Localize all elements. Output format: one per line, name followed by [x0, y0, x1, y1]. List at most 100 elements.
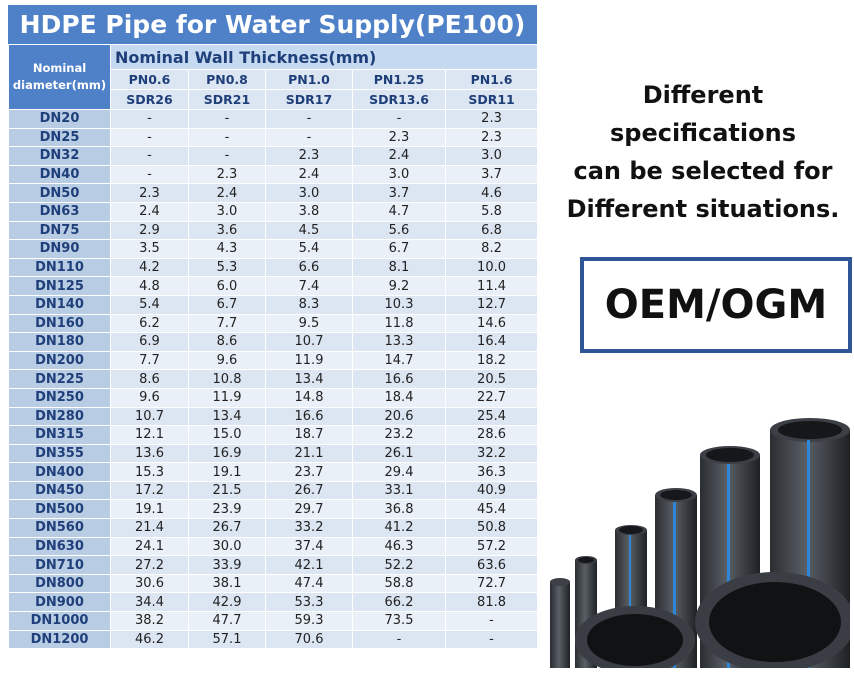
thickness-cell: 23.7: [265, 462, 353, 482]
table-row: DN280 10.7 13.4 16.6 20.6 25.4: [8, 406, 539, 427]
sdr-header: SDR26: [110, 89, 189, 110]
thickness-cell: 3.0: [352, 164, 446, 185]
pn-header: PN0.6: [110, 69, 189, 90]
thickness-cell: 23.9: [188, 499, 266, 520]
thickness-cell: 4.7: [352, 201, 446, 222]
table-title: HDPE Pipe for Water Supply(PE100): [8, 5, 537, 44]
thickness-cell: -: [110, 146, 189, 166]
diameter-cell: DN250: [8, 387, 111, 408]
thickness-cell: 47.7: [188, 611, 266, 631]
thickness-cell: 2.4: [110, 201, 189, 222]
thickness-cell: -: [444, 611, 539, 631]
table-row: DN90 3.5 4.3 5.4 6.7 8.2: [8, 239, 539, 259]
table-row: DN180 6.9 8.6 10.7 13.3 16.4: [8, 332, 539, 352]
diameter-cell: DN355: [8, 443, 111, 464]
thickness-cell: 6.2: [110, 313, 189, 334]
thickness-cell: 10.7: [265, 332, 353, 352]
diameter-cell: DN200: [8, 350, 111, 371]
thickness-cell: 66.2: [352, 592, 446, 613]
thickness-cell: 6.7: [352, 239, 446, 259]
diameter-cell: DN63: [8, 201, 111, 222]
thickness-cell: 29.7: [265, 499, 353, 520]
table-row: DN315 12.1 15.0 18.7 23.2 28.6: [8, 425, 539, 445]
thickness-cell: 14.6: [444, 313, 539, 334]
thickness-cell: -: [188, 146, 266, 166]
diameter-cell: DN125: [8, 276, 111, 296]
thickness-cell: 53.3: [265, 592, 353, 613]
diameter-cell: DN500: [8, 499, 111, 520]
thickness-cell: 46.3: [352, 536, 446, 557]
thickness-cell: 17.2: [110, 480, 189, 501]
diameter-cell: DN180: [8, 332, 111, 352]
table-row: DN160 6.2 7.7 9.5 11.8 14.6: [8, 313, 539, 334]
thickness-cell: -: [352, 629, 446, 650]
thickness-cell: 12.7: [444, 294, 539, 315]
thickness-cell: 10.7: [110, 406, 189, 427]
thickness-cell: 28.6: [444, 425, 539, 445]
thickness-cell: 7.7: [188, 313, 266, 334]
diameter-cell: DN32: [8, 146, 111, 166]
pn-header: PN0.8: [188, 69, 266, 90]
diameter-cell: DN1200: [8, 629, 111, 650]
thickness-cell: 8.1: [352, 257, 446, 278]
thickness-cell: 2.3: [444, 127, 539, 148]
diameter-cell: DN50: [8, 183, 111, 203]
table-row: DN630 24.1 30.0 37.4 46.3 57.2: [8, 536, 539, 557]
table-row: DN500 19.1 23.9 29.7 36.8 45.4: [8, 499, 539, 520]
thickness-cell: 18.7: [265, 425, 353, 445]
diameter-cell: DN25: [8, 127, 111, 148]
thickness-cell: 3.0: [444, 146, 539, 166]
sdr-header: SDR21: [188, 89, 266, 110]
table-row: DN40-2.3 2.4 3.0 3.7: [8, 164, 539, 185]
thickness-cell: 2.9: [110, 220, 189, 241]
thickness-cell: 37.4: [265, 536, 353, 557]
thickness-cell: 29.4: [352, 462, 446, 482]
thickness-cell: 57.1: [188, 629, 266, 650]
table-row: DN355 13.6 16.9 21.1 26.1 32.2: [8, 443, 539, 464]
thickness-cell: 9.6: [188, 350, 266, 371]
side-line: Different specifications: [610, 81, 796, 147]
thickness-cell: 4.2: [110, 257, 189, 278]
thickness-cell: 72.7: [444, 573, 539, 594]
table-row: DN250 9.6 11.9 14.8 18.4 22.7: [8, 387, 539, 408]
thickness-cell: 36.3: [444, 462, 539, 482]
thickness-cell: 26.1: [352, 443, 446, 464]
thickness-cell: 5.6: [352, 220, 446, 241]
thickness-cell: 5.4: [110, 294, 189, 315]
thickness-cell: 13.3: [352, 332, 446, 352]
pipe: [575, 606, 695, 668]
thickness-cell: -: [265, 109, 353, 129]
diameter-cell: DN800: [8, 573, 111, 594]
diameter-cell: DN225: [8, 369, 111, 389]
diameter-cell: DN75: [8, 220, 111, 241]
thickness-cell: 70.6: [265, 629, 353, 650]
table-row: DN450 17.2 21.5 26.7 33.1 40.9: [8, 480, 539, 501]
thickness-cell: 10.3: [352, 294, 446, 315]
thickness-cell: -: [444, 629, 539, 650]
thickness-cell: 2.4: [352, 146, 446, 166]
thickness-cell: 8.6: [188, 332, 266, 352]
diameter-cell: DN900: [8, 592, 111, 613]
thickness-cell: 40.9: [444, 480, 539, 501]
thickness-cell: 81.8: [444, 592, 539, 613]
thickness-cell: 16.9: [188, 443, 266, 464]
thickness-cell: 33.1: [352, 480, 446, 501]
table-row: DN1200 46.2 57.1 70.6- -: [8, 629, 539, 650]
diameter-cell: DN20: [8, 109, 111, 129]
thickness-cell: 2.3: [110, 183, 189, 203]
thickness-cell: 15.0: [188, 425, 266, 445]
thickness-cell: 7.7: [110, 350, 189, 371]
table-row: DN900 34.4 42.9 53.3 66.2 81.8: [8, 592, 539, 613]
table-row: DN225 8.6 10.8 13.4 16.6 20.5: [8, 369, 539, 389]
thickness-cell: 2.3: [352, 127, 446, 148]
thickness-cell: 2.4: [265, 164, 353, 185]
pn-header: PN1.6: [444, 69, 539, 90]
thickness-cell: 11.9: [188, 387, 266, 408]
thickness-cell: 4.6: [444, 183, 539, 203]
thickness-cell: 16.4: [444, 332, 539, 352]
thickness-cell: 42.1: [265, 555, 353, 575]
thickness-cell: 47.4: [265, 573, 353, 594]
thickness-cell: 25.4: [444, 406, 539, 427]
table-row: DN63 2.4 3.0 3.8 4.7 5.8: [8, 201, 539, 222]
thickness-cell: 13.4: [188, 406, 266, 427]
